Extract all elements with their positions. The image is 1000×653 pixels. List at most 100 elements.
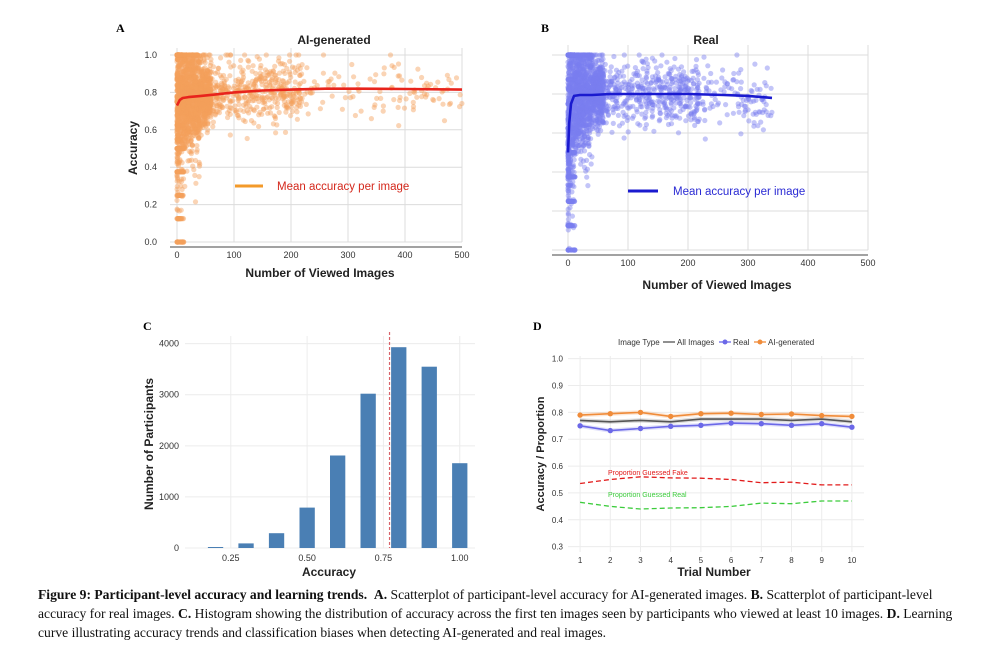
panel-c-ylabel: Number of Participants	[142, 378, 156, 510]
scatter-point	[284, 80, 290, 86]
scatter-point	[421, 83, 428, 89]
scatter-point	[175, 151, 181, 157]
scatter-point	[184, 103, 190, 110]
scatter-point	[209, 76, 215, 82]
series-line-real	[579, 422, 852, 432]
scatter-point	[184, 110, 190, 116]
scatter-point	[176, 87, 182, 93]
scatter-point	[175, 216, 181, 222]
scatter-point	[177, 79, 183, 85]
scatter-point	[199, 76, 205, 82]
scatter-point	[203, 110, 209, 116]
scatter-point	[175, 122, 181, 128]
scatter-point	[175, 52, 181, 58]
scatter-point	[179, 167, 185, 173]
scatter-point	[207, 97, 214, 103]
scatter-point	[174, 128, 180, 134]
scatter-point	[183, 52, 189, 58]
scatter-point	[380, 108, 386, 114]
scatter-point	[179, 68, 185, 74]
scatter-point	[198, 105, 204, 111]
scatter-point	[176, 52, 182, 58]
scatter-point	[181, 56, 187, 62]
scatter-point	[177, 85, 183, 91]
panel-d-ylabel: Accuracy / Proportion	[535, 396, 547, 511]
scatter-point	[193, 129, 199, 135]
scatter-point	[200, 82, 206, 89]
scatter-point	[267, 82, 273, 88]
scatter-point	[768, 85, 774, 91]
scatter-point	[251, 108, 257, 114]
scatter-point	[650, 99, 656, 105]
scatter-point	[613, 86, 619, 92]
scatter-point	[174, 169, 180, 175]
histogram-bar	[330, 455, 346, 548]
scatter-point	[220, 95, 226, 101]
scatter-point	[278, 81, 284, 88]
x-tick-label-4: 4	[668, 556, 673, 565]
scatter-point	[242, 94, 248, 100]
caption-a-text: Scatterplot of participant-level accurac…	[390, 587, 748, 602]
scatter-point	[263, 82, 269, 88]
scatter-point	[174, 169, 180, 175]
scatter-point	[403, 96, 409, 102]
scatter-point	[222, 83, 228, 89]
scatter-point	[192, 74, 198, 80]
scatter-point	[256, 56, 262, 62]
x-tick-label-1: 1.00	[451, 553, 469, 563]
scatter-point	[174, 122, 180, 128]
scatter-point	[183, 58, 189, 64]
scatter-point	[175, 52, 181, 58]
scatter-point	[177, 52, 183, 58]
scatter-point	[174, 156, 180, 162]
series-line-proportion-guessed-fake	[580, 476, 852, 486]
scatter-point	[222, 83, 228, 89]
scatter-point	[669, 81, 675, 87]
scatter-point	[220, 97, 226, 103]
scatter-point	[575, 106, 581, 112]
scatter-point	[268, 78, 274, 84]
scatter-point	[256, 123, 262, 130]
scatter-point	[175, 239, 181, 245]
scatter-point	[217, 106, 223, 112]
scatter-point	[197, 83, 203, 89]
scatter-point	[193, 127, 199, 133]
scatter-point	[213, 84, 219, 90]
scatter-point	[350, 94, 356, 100]
scatter-point	[189, 107, 195, 113]
scatter-point	[320, 99, 326, 105]
scatter-point	[178, 239, 185, 245]
scatter-point	[196, 97, 202, 103]
scatter-point	[287, 58, 293, 64]
scatter-point	[204, 130, 210, 136]
scatter-point	[182, 101, 188, 107]
scatter-point	[640, 59, 646, 65]
scatter-point	[177, 158, 183, 164]
scatter-point	[290, 91, 296, 97]
scatter-point	[205, 121, 211, 127]
scatter-point	[640, 66, 646, 72]
scatter-point	[202, 121, 208, 127]
scatter-point	[181, 125, 187, 131]
scatter-point	[184, 131, 190, 137]
scatter-point	[174, 136, 180, 142]
scatter-point	[206, 97, 212, 103]
series-point-real	[819, 421, 825, 427]
scatter-point	[207, 69, 213, 76]
scatter-point	[179, 239, 186, 245]
scatter-point	[192, 157, 199, 164]
scatter-point	[297, 90, 303, 96]
scatter-point	[285, 105, 291, 111]
scatter-point	[177, 52, 184, 58]
scatter-point	[262, 67, 268, 73]
scatter-point	[174, 52, 180, 58]
scatter-point	[626, 105, 632, 111]
scatter-point	[193, 101, 199, 107]
scatter-point	[675, 130, 682, 136]
scatter-point	[194, 112, 200, 118]
scatter-point	[180, 192, 186, 198]
scatter-point	[193, 117, 199, 124]
scatter-point	[195, 103, 201, 109]
scatter-point	[183, 52, 189, 58]
scatter-point	[178, 101, 184, 107]
